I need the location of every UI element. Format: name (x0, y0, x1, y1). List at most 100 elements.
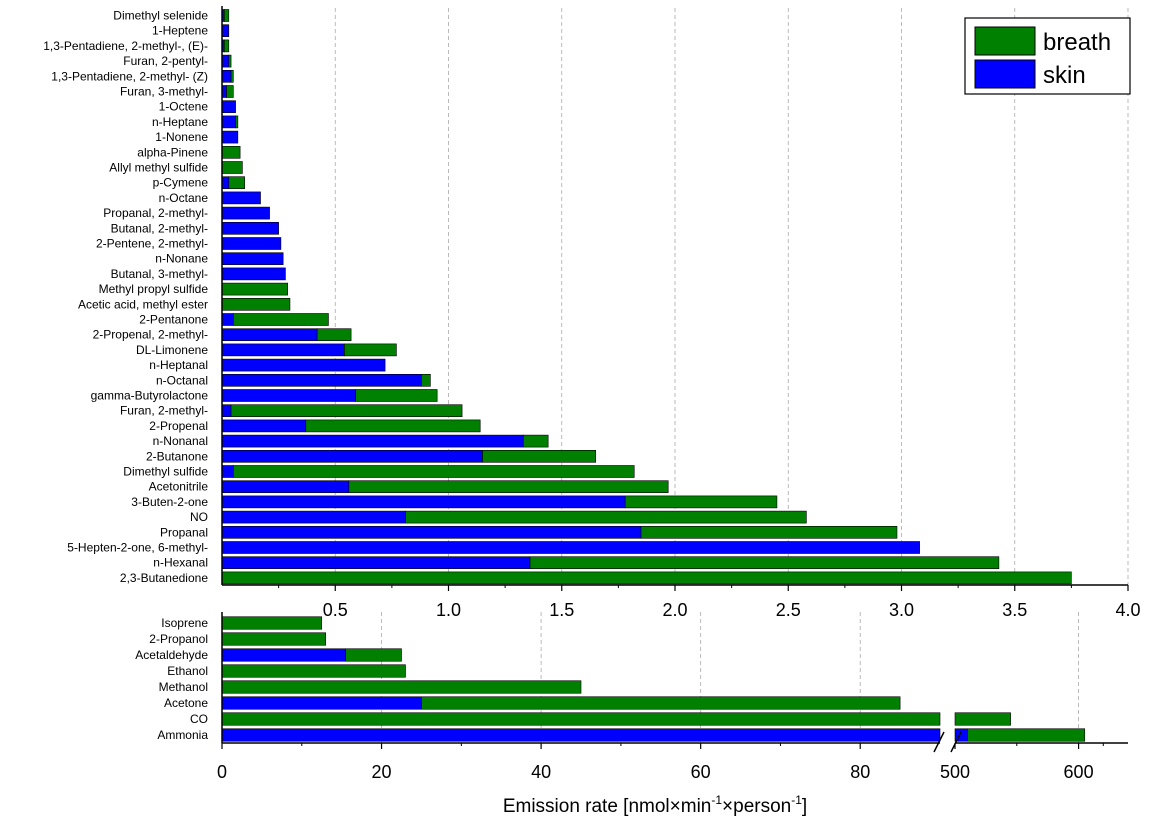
bar-breath-co-left (221, 712, 941, 726)
bar-skin-acetonitrile (221, 480, 350, 494)
bar-skin-2-butanone (221, 449, 483, 463)
x-tick-label-bottom: 0 (217, 762, 227, 782)
bar-breath-dl-limonene (344, 343, 397, 357)
x-tick-label-top: 3.0 (889, 600, 914, 620)
bar-skin-dl-limonene (221, 343, 345, 357)
x-tick-label-top: 3.5 (1002, 600, 1027, 620)
category-label-propanal-2-methyl: Propanal, 2-methyl- (103, 206, 208, 220)
bar-breath-acetone (421, 696, 901, 710)
bar-breath-2-propanol (221, 632, 327, 646)
category-label-propanal: Propanal (160, 525, 208, 539)
bar-skin-1-octene (221, 100, 236, 113)
bar-breath-dimethyl-selenide (223, 9, 230, 22)
bar-breath-2-pentanone (233, 313, 329, 326)
bar-skin-propanal (221, 525, 642, 539)
grid-lines (334, 8, 1129, 743)
category-label-acetaldehyde: Acetaldehyde (135, 648, 208, 662)
bar-breath-acetaldehyde (345, 648, 402, 662)
category-label-butanal-2-methyl: Butanal, 2-methyl- (111, 221, 208, 235)
category-label-dimethyl-selenide: Dimethyl selenide (113, 9, 208, 23)
x-tick-label-bottom: 20 (372, 762, 392, 782)
category-label-2-propenal: 2-Propenal (149, 419, 208, 433)
bar-skin-n-nonanal (221, 434, 524, 448)
axis-break-gap (941, 610, 954, 746)
category-label-1-3-pentadiene-2-methyl-e: 1,3-Pentadiene, 2-methyl-, (E)- (43, 39, 208, 53)
bar-skin-n-octanal (221, 373, 422, 387)
legend-label-breath: breath (1043, 29, 1111, 56)
bar-breath-n-octanal (421, 373, 431, 387)
bar-breath-3-buten-2-one (624, 495, 778, 509)
bar-breath-allyl-methyl-sulfide (221, 161, 243, 174)
bar-skin-2-propenal-2-methyl (221, 328, 318, 342)
bar-breath-dimethyl-sulfide (233, 465, 635, 478)
category-label-p-cymene: p-Cymene (153, 176, 209, 190)
category-label-2-propenal-2-methyl: 2-Propenal, 2-methyl- (93, 328, 208, 342)
bar-breath-gamma-butyrolactone (355, 389, 438, 402)
bar-breath-ammonia (967, 728, 1086, 742)
bar-skin-furan-2-pentyl (221, 54, 230, 68)
bar-breath-acetonitrile (348, 480, 669, 494)
bar-skin-n-nonane (221, 252, 284, 265)
bar-skin-5-hepten-2-one-6-methyl (221, 541, 920, 554)
legend-label-skin: skin (1043, 62, 1086, 89)
bar-breath-acetic-acid-methyl-ester (221, 297, 291, 311)
category-label-furan-2-pentyl: Furan, 2-pentyl- (123, 54, 208, 68)
category-label-n-octane: n-Octane (159, 191, 209, 205)
bar-skin-dimethyl-sulfide (221, 465, 234, 478)
bar-breath-2-propenal (305, 419, 481, 433)
category-label-2-propanol: 2-Propanol (149, 632, 208, 646)
bar-skin-propanal-2-methyl (221, 206, 270, 220)
bar-skin-2-pentene-2-methyl (221, 237, 282, 250)
category-label-acetone: Acetone (164, 696, 208, 710)
category-label-n-nonane: n-Nonane (155, 252, 208, 266)
bar-skin-butanal-3-methyl (221, 267, 286, 281)
category-label-5-hepten-2-one-6-methyl: 5-Hepten-2-one, 6-methyl- (67, 541, 208, 555)
bar-skin-1-3-pentadiene-2-methyl-z (221, 70, 232, 83)
category-label-no: NO (190, 510, 208, 524)
bar-breath-furan-2-pentyl (228, 54, 232, 68)
bar-breath-alpha-pinene (221, 146, 241, 159)
bar-breath-n-heptane (235, 115, 239, 129)
bar-breath-2-3-butanedione (221, 571, 1072, 585)
bar-skin-ammonia-left (221, 728, 941, 742)
category-label-n-heptanal: n-Heptanal (149, 358, 208, 372)
x-tick-label-bottom: 80 (850, 762, 870, 782)
category-label-n-octanal: n-Octanal (156, 373, 208, 387)
x-tick-label-top: 4.0 (1115, 600, 1140, 620)
x-tick-label-bottom: 600 (1064, 762, 1094, 782)
category-label-dimethyl-sulfide: Dimethyl sulfide (123, 465, 208, 479)
axes (221, 6, 1129, 753)
category-label-allyl-methyl-sulfide: Allyl methyl sulfide (109, 161, 208, 175)
bar-breath-furan-3-methyl (226, 85, 234, 98)
category-label-n-heptane: n-Heptane (152, 115, 208, 129)
bar-skin-3-buten-2-one (221, 495, 626, 509)
bar-skin-2-pentanone (221, 313, 234, 326)
bar-breath-p-cymene (228, 176, 245, 189)
bar-breath-isoprene (221, 616, 323, 630)
category-label-isoprene: Isoprene (161, 616, 208, 630)
bars (221, 9, 1086, 746)
bar-breath-propanal (640, 525, 898, 539)
category-label-ammonia: Ammonia (157, 728, 208, 742)
x-tick-label-bottom: 60 (691, 762, 711, 782)
category-label-1-octene: 1-Octene (159, 100, 209, 114)
legend: breath skin (964, 17, 1131, 95)
x-tick-label-bottom: 40 (531, 762, 551, 782)
bar-breath-n-nonanal (522, 434, 549, 448)
bar-breath-methanol (221, 680, 582, 694)
x-tick-label-top: 2.5 (776, 600, 801, 620)
category-label-n-nonanal: n-Nonanal (153, 434, 208, 448)
category-label-butanal-3-methyl: Butanal, 3-methyl- (111, 267, 208, 281)
x-tick-label-top: 1.5 (549, 600, 574, 620)
bar-breath-ethanol (221, 664, 406, 678)
bar-breath-1-3-pentadiene-2-methyl-z (230, 70, 234, 83)
x-tick-label-top: 2.0 (662, 600, 687, 620)
bar-skin-acetone (221, 696, 422, 710)
category-label-methyl-propyl-sulfide: Methyl propyl sulfide (99, 282, 209, 296)
category-label-n-hexanal: n-Hexanal (153, 556, 208, 570)
category-label-2-pentene-2-methyl: 2-Pentene, 2-methyl- (96, 237, 208, 251)
category-label-1-nonene: 1-Nonene (155, 130, 208, 144)
bar-skin-n-hexanal (221, 556, 531, 570)
category-label-alpha-pinene: alpha-Pinene (137, 145, 208, 159)
